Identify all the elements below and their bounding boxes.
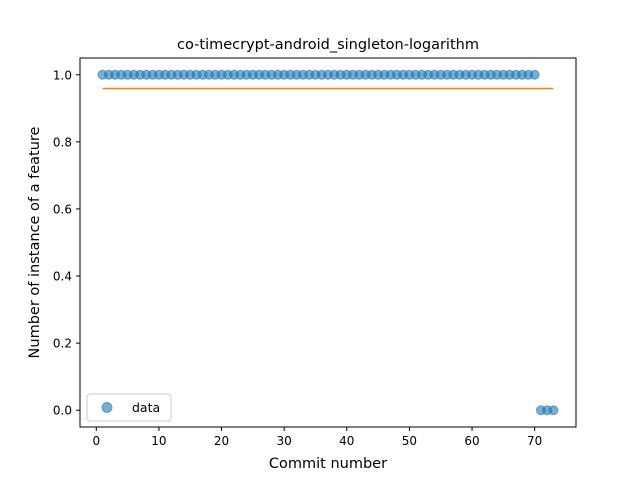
x-tick-label: 20 [214, 434, 229, 448]
x-tick-label: 40 [339, 434, 354, 448]
plot-marks [97, 69, 559, 416]
legend-label-data: data [132, 400, 160, 415]
y-tick-label: 0.6 [53, 202, 72, 216]
x-tick-label: 30 [277, 434, 292, 448]
x-axis-ticks: 0 10 20 30 40 50 60 70 [92, 427, 542, 448]
x-tick-label: 70 [527, 434, 542, 448]
chart-title: co-timecrypt-android_singleton-logarithm [177, 37, 479, 53]
x-tick-label: 60 [464, 434, 479, 448]
data-point [529, 69, 540, 80]
plot-frame [79, 57, 577, 428]
y-tick-label: 0.4 [53, 270, 72, 284]
y-tick-label: 1.0 [53, 68, 72, 82]
y-axis-label: Number of instance of a feature [27, 126, 43, 358]
y-tick-label: 0.2 [53, 337, 72, 351]
x-tick-label: 10 [151, 434, 166, 448]
data-point [548, 405, 559, 416]
legend: data [86, 393, 172, 422]
legend-marker-data [101, 402, 113, 413]
y-tick-label: 0.0 [53, 404, 72, 418]
x-tick-label: 50 [402, 434, 417, 448]
y-axis-ticks: 0.0 0.2 0.4 0.6 0.8 1.0 [53, 68, 80, 418]
x-axis-label: Commit number [269, 456, 387, 472]
legend-frame [86, 393, 172, 422]
y-tick-label: 0.8 [53, 135, 72, 149]
x-tick-label: 0 [92, 434, 100, 448]
